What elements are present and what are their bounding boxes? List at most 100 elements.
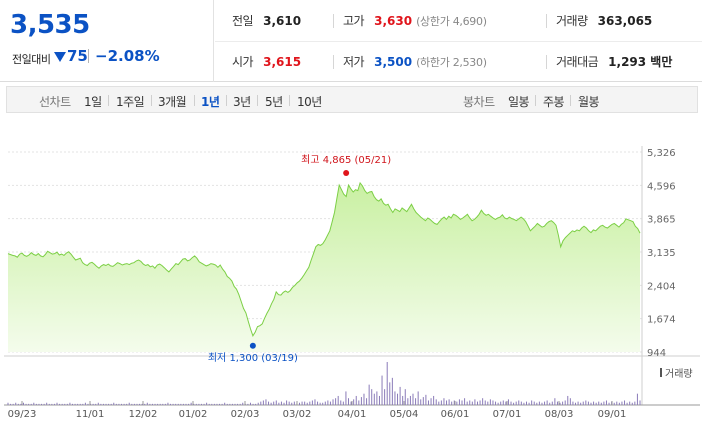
volume-bar bbox=[195, 403, 197, 405]
volume-bar bbox=[366, 398, 368, 405]
volume-bar bbox=[479, 400, 481, 405]
volume-bar bbox=[265, 399, 267, 405]
volume-bar bbox=[139, 403, 141, 405]
volume-bar bbox=[133, 403, 135, 405]
volume-bar bbox=[502, 400, 504, 405]
volume-bar bbox=[74, 403, 76, 405]
volume-bar bbox=[151, 403, 153, 405]
volume-bar bbox=[353, 399, 355, 405]
volume-bar bbox=[358, 400, 360, 405]
x-tick-label: 07/01 bbox=[493, 409, 522, 420]
volume-bar bbox=[603, 401, 605, 405]
volume-bar bbox=[33, 402, 35, 405]
volume-bar bbox=[487, 401, 489, 405]
volume-bar bbox=[95, 403, 97, 405]
volume-bar bbox=[433, 395, 435, 405]
divider bbox=[546, 14, 547, 28]
volume-bar bbox=[198, 403, 200, 405]
volume-bar bbox=[51, 403, 53, 405]
volume-bar bbox=[507, 399, 509, 405]
tab-weekly[interactable]: 주봉 bbox=[543, 95, 565, 109]
volume-bar bbox=[79, 403, 81, 405]
high-marker bbox=[343, 170, 350, 177]
volume-bar bbox=[283, 402, 285, 405]
y-tick-label: 944 bbox=[647, 348, 666, 359]
volume-bar bbox=[440, 400, 442, 405]
volume-bar bbox=[505, 401, 507, 405]
tab-5y[interactable]: 5년 bbox=[265, 95, 283, 109]
volume-bar bbox=[348, 398, 350, 405]
price-area bbox=[8, 182, 640, 352]
open-label: 시가 bbox=[232, 55, 254, 69]
volume-bar bbox=[317, 401, 319, 405]
volume-bar bbox=[355, 395, 357, 405]
volume-bar bbox=[363, 393, 365, 405]
volume-bar bbox=[510, 401, 512, 405]
volume-bar bbox=[324, 401, 326, 405]
tab-daily[interactable]: 일봉 bbox=[508, 95, 530, 109]
volume-bar bbox=[538, 401, 540, 405]
volume-bar bbox=[384, 389, 386, 405]
change-rate: −2.08% bbox=[95, 47, 160, 65]
volume-bar bbox=[482, 398, 484, 405]
turnover-label: 거래대금 bbox=[556, 55, 599, 69]
volume-bar bbox=[446, 400, 448, 405]
volume-bar bbox=[61, 403, 63, 405]
tab-3y[interactable]: 3년 bbox=[233, 95, 251, 109]
volume-bar bbox=[448, 399, 450, 405]
row-divider bbox=[215, 41, 702, 42]
volume-bar bbox=[376, 391, 378, 405]
volume-bar bbox=[262, 400, 264, 405]
volume-bar bbox=[110, 403, 112, 405]
volume-bar bbox=[497, 402, 499, 405]
volume-bar bbox=[149, 403, 151, 405]
volume-bar bbox=[314, 399, 316, 405]
tab-3m[interactable]: 3개월 bbox=[158, 95, 187, 109]
volume-bar bbox=[90, 403, 92, 405]
volume-bar bbox=[56, 402, 58, 405]
tab-1d[interactable]: 1일 bbox=[84, 95, 102, 109]
volume-bar bbox=[35, 403, 37, 405]
volume-bar bbox=[229, 403, 231, 405]
volume-bar bbox=[340, 400, 342, 405]
volume-bar bbox=[515, 401, 517, 405]
volume-bar bbox=[513, 402, 515, 405]
volume-bar bbox=[43, 403, 45, 405]
volume-bar bbox=[407, 398, 409, 405]
volume-bar bbox=[451, 401, 453, 405]
volume-bar bbox=[108, 403, 110, 405]
turnover-value: 1,293 백만 bbox=[608, 55, 673, 69]
upper-limit: (상한가 4,690) bbox=[416, 14, 487, 28]
high-price: 고가 3,630 (상한가 4,690) bbox=[343, 0, 487, 41]
volume-bar bbox=[378, 395, 380, 405]
x-tick-label: 08/03 bbox=[545, 409, 574, 420]
volume-bar bbox=[636, 393, 638, 405]
volume-bar bbox=[577, 401, 579, 405]
y-tick-label: 4,596 bbox=[647, 181, 676, 192]
volume-bar bbox=[64, 403, 66, 405]
volume-bar bbox=[567, 395, 569, 405]
x-tick-label: 11/01 bbox=[76, 409, 105, 420]
low-price: 저가 3,500 (하한가 2,530) bbox=[343, 41, 487, 82]
volume-bar bbox=[211, 403, 213, 405]
divider bbox=[88, 49, 89, 63]
volume-bar bbox=[136, 403, 138, 405]
price-line bbox=[7, 181, 641, 337]
tab-1w[interactable]: 1주일 bbox=[116, 95, 145, 109]
change-label: 전일대비 bbox=[12, 53, 51, 66]
tab-monthly[interactable]: 월봉 bbox=[578, 95, 600, 109]
volume-bar bbox=[458, 399, 460, 405]
y-tick-label: 2,404 bbox=[647, 281, 676, 292]
volume-bar bbox=[203, 403, 205, 405]
tab-10y[interactable]: 10년 bbox=[297, 95, 322, 109]
price-block: 3,535 전일대비 75 −2.08% bbox=[0, 0, 214, 82]
volume-bar bbox=[329, 401, 331, 405]
volume-bar bbox=[368, 384, 370, 405]
y-tick-label: 3,135 bbox=[647, 248, 676, 259]
volume-bar bbox=[582, 401, 584, 405]
tab-1y[interactable]: 1년 bbox=[201, 95, 220, 109]
volume-bar bbox=[293, 401, 295, 405]
volume-bar bbox=[25, 403, 27, 405]
volume-bar bbox=[453, 400, 455, 405]
volume-bar bbox=[484, 400, 486, 405]
